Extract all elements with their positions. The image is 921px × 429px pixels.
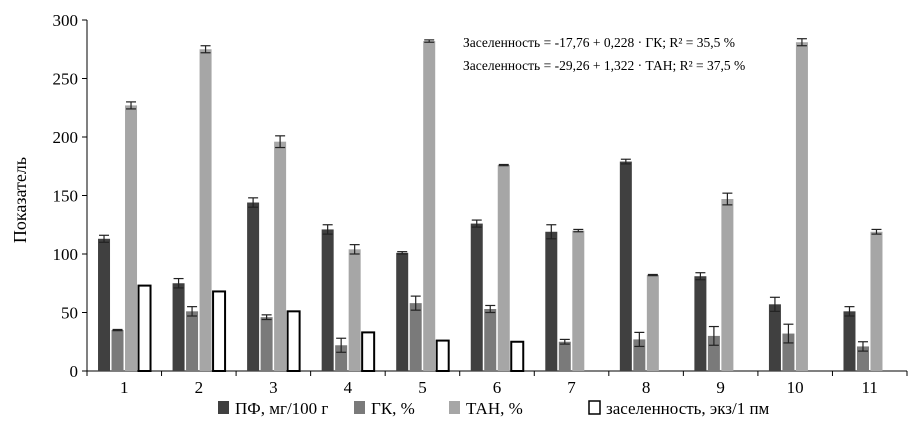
legend-label: ПФ, мг/100 г [235, 399, 328, 418]
bar [361, 331, 376, 373]
bar [694, 276, 707, 371]
y-tick-label: 200 [53, 128, 79, 147]
legend-swatch [218, 401, 229, 414]
bar [870, 231, 883, 371]
bar [409, 303, 422, 371]
y-tick-label: 50 [61, 304, 78, 323]
bar [435, 339, 450, 372]
bar [721, 199, 734, 371]
bar [558, 341, 571, 371]
bar [633, 339, 646, 371]
legend-label: заселенность, экз/1 пм [606, 399, 770, 418]
bar [286, 310, 301, 372]
x-tick-label: 9 [716, 378, 725, 397]
bar [396, 252, 409, 371]
bar [545, 231, 558, 371]
x-tick-label: 11 [862, 378, 878, 397]
x-tick-label: 5 [418, 378, 427, 397]
bar [843, 311, 856, 371]
bar [199, 49, 212, 371]
x-tick-label: 6 [493, 378, 502, 397]
bar [260, 317, 273, 371]
y-tick-label: 300 [53, 11, 79, 30]
x-tick-label: 8 [642, 378, 651, 397]
y-tick-label: 0 [70, 362, 79, 381]
bar [247, 202, 260, 371]
bar [137, 284, 152, 372]
legend-swatch [354, 401, 365, 414]
x-tick-label: 2 [195, 378, 204, 397]
bar [111, 330, 124, 371]
bar [856, 346, 869, 371]
legend-swatch [449, 401, 460, 414]
bar [768, 304, 781, 371]
x-tick-label: 4 [344, 378, 353, 397]
x-tick-label: 3 [269, 378, 278, 397]
bar [484, 308, 497, 371]
bar [572, 230, 585, 371]
bar [497, 165, 510, 371]
y-tick-label: 100 [53, 245, 79, 264]
bar [510, 340, 525, 372]
legend-label: ТАН, % [466, 399, 523, 418]
bars-group [98, 38, 883, 373]
bar [172, 283, 185, 371]
bar [348, 249, 361, 371]
bar [619, 161, 632, 371]
y-axis-label: Показатель [10, 157, 30, 243]
regression-equation-1: Заселенность = -17,76 + 0,228 · ГК; R² =… [463, 35, 735, 50]
bar [646, 275, 659, 371]
y-axis: 0 50 100 150 200 250 300 [53, 11, 88, 381]
bar [274, 141, 287, 371]
bar [423, 41, 436, 372]
bar [98, 238, 111, 371]
y-tick-label: 250 [53, 70, 79, 89]
legend: ПФ, мг/100 г ГК, % ТАН, % заселенность, экз… [218, 399, 770, 418]
bar [795, 42, 808, 371]
x-tick-label: 1 [120, 378, 129, 397]
regression-equation-2: Заселенность = -29,26 + 1,322 · ТАН; R² … [463, 58, 745, 73]
legend-swatch [588, 400, 601, 415]
legend-label: ГК, % [371, 399, 415, 418]
bar [186, 311, 199, 371]
y-tick-label: 150 [53, 187, 79, 206]
bar [470, 223, 483, 371]
bar [125, 105, 138, 371]
bar [321, 229, 334, 371]
x-tick-label: 7 [567, 378, 576, 397]
x-tick-label: 10 [787, 378, 804, 397]
x-axis: 1 2 3 4 5 6 7 8 9 10 11 [86, 370, 908, 397]
bar [212, 290, 227, 372]
